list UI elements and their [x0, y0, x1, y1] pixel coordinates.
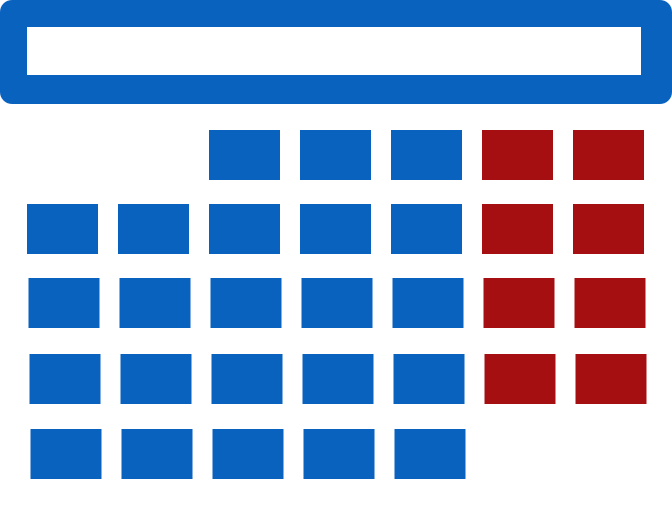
weekday-day-cell: [28, 278, 100, 328]
weekend-day-cell: [482, 204, 553, 254]
weekday-day-cell: [211, 354, 283, 404]
weekday-day-cell: [392, 278, 464, 328]
calendar-day-grid: [27, 130, 647, 479]
weekday-day-cell: [121, 429, 193, 479]
weekday-day-cell: [394, 429, 466, 479]
calendar-header-inner: [27, 27, 641, 75]
calendar-header: [0, 0, 672, 104]
weekday-day-cell: [303, 429, 375, 479]
weekday-day-cell: [393, 354, 465, 404]
weekend-day-cell: [573, 130, 644, 180]
weekday-day-cell: [212, 429, 284, 479]
weekday-day-cell: [391, 204, 462, 254]
weekend-day-cell: [482, 130, 553, 180]
weekday-day-cell: [301, 278, 373, 328]
weekday-day-cell: [391, 130, 462, 180]
weekday-day-cell: [209, 130, 280, 180]
weekday-day-cell: [29, 354, 101, 404]
weekday-day-cell: [119, 278, 191, 328]
weekday-day-cell: [30, 429, 102, 479]
weekday-day-cell: [27, 204, 98, 254]
weekend-day-cell: [483, 278, 555, 328]
weekday-day-cell: [118, 204, 189, 254]
weekday-day-cell: [120, 354, 192, 404]
weekday-day-cell: [300, 130, 371, 180]
weekend-day-cell: [575, 354, 647, 404]
weekday-day-cell: [302, 354, 374, 404]
weekend-day-cell: [484, 354, 556, 404]
weekday-day-cell: [300, 204, 371, 254]
weekend-day-cell: [573, 204, 644, 254]
weekend-day-cell: [574, 278, 646, 328]
weekday-day-cell: [210, 278, 282, 328]
weekday-day-cell: [209, 204, 280, 254]
